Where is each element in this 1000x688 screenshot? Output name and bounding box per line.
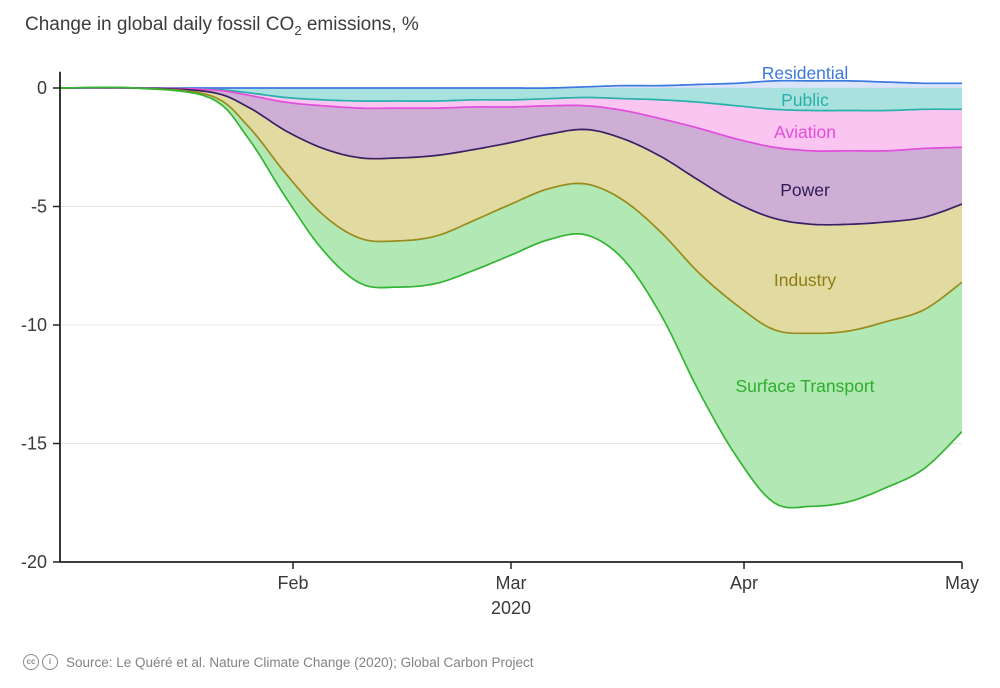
industry-area [60, 87, 962, 334]
source-text: Source: Le Quéré et al. Nature Climate C… [66, 654, 534, 670]
x-tick-label: Feb [278, 573, 309, 593]
public-line [60, 87, 962, 112]
power-label: Power [780, 180, 830, 200]
residential-label: Residential [762, 63, 849, 83]
residential-line [60, 79, 962, 89]
y-tick-label: -15 [21, 434, 47, 454]
industry-line [60, 86, 962, 335]
residential-area [60, 80, 962, 89]
industry-label: Industry [774, 270, 836, 290]
aviation-line [60, 87, 962, 152]
x-tick-label: May [945, 573, 979, 593]
x-axis-year-label: 2020 [491, 598, 531, 618]
x-tick-label: Apr [730, 573, 758, 593]
surface-transport-label: Surface Transport [735, 376, 874, 396]
public-label: Public [781, 90, 829, 110]
aviation-area [60, 87, 962, 152]
emissions-stacked-area-chart: 0 -5 -10 -15 -20 Feb Mar Apr May 2020 Residential P… [21, 63, 979, 618]
chart-title-suffix: emissions, % [301, 14, 419, 35]
y-tick-label: 0 [37, 78, 47, 98]
cc-license-icon: cc [23, 654, 39, 670]
x-tick-label: Mar [496, 573, 527, 593]
power-line [60, 86, 962, 226]
power-area [60, 87, 962, 225]
cc-attribution-icon: i [42, 654, 58, 670]
chart-title: Change in global daily fossil CO2 emissi… [25, 14, 419, 38]
y-tick-label: -5 [31, 197, 47, 217]
chart-title-subscript: 2 [294, 22, 302, 38]
surface-transport-area [60, 87, 962, 508]
aviation-label: Aviation [774, 122, 836, 142]
source-attribution: cc i Source: Le Quéré et al. Nature Clim… [23, 654, 534, 670]
surface-transport-line [60, 86, 962, 509]
y-tick-label: -20 [21, 552, 47, 572]
chart-title-text: Change in global daily fossil CO [25, 14, 295, 35]
y-tick-label: -10 [21, 315, 47, 335]
